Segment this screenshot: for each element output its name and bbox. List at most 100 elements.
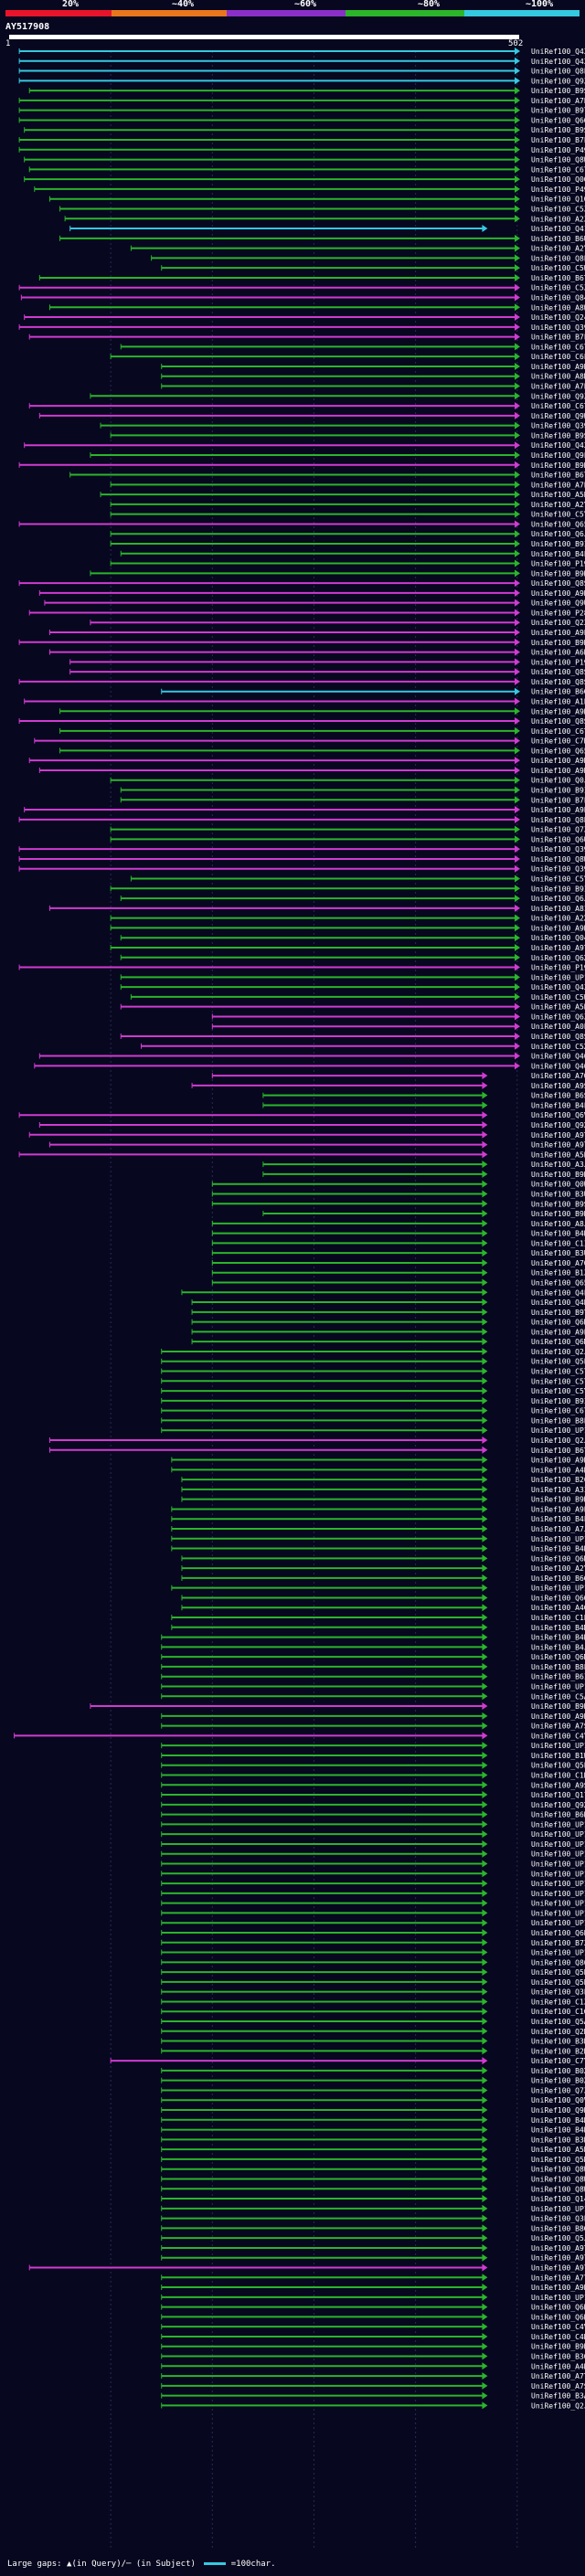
hit-row[interactable]: UniRef100_C4YTK0	[14, 1732, 585, 1740]
hit-row[interactable]: UniRef100_Q2JMR1	[161, 2401, 585, 2410]
hit-label[interactable]: UniRef100_Q2JMR1	[531, 2401, 585, 2410]
hit-label[interactable]: UniRef100_A7SQW0	[531, 1723, 585, 1731]
hit-label[interactable]: UniRef100_Q39675	[531, 323, 585, 332]
hit-label[interactable]: UniRef100_UP1000..	[531, 1840, 585, 1849]
hit-row[interactable]: UniRef100_Q5J321	[161, 2234, 585, 2242]
hit-label[interactable]: UniRef100_B3U434	[531, 1190, 585, 1198]
hit-label[interactable]: UniRef100_UP1000..	[531, 2205, 585, 2213]
hit-label[interactable]: UniRef100_B9SUK6	[531, 87, 585, 95]
hit-row[interactable]: UniRef100_B9I114	[110, 885, 585, 893]
hit-row[interactable]: UniRef100_Q6MQW4	[161, 1653, 585, 1661]
hit-row[interactable]: UniRef100_Q14498	[161, 2195, 585, 2203]
hit-label[interactable]: UniRef100_C5T5Y6	[531, 1377, 585, 1385]
hit-row[interactable]: UniRef100_Q2J4K2	[161, 1347, 585, 1356]
hit-label[interactable]: UniRef100_A9RL70	[531, 924, 585, 932]
hit-row[interactable]: UniRef100_B3RF54	[161, 2037, 585, 2046]
hit-label[interactable]: UniRef100_B9I318	[531, 540, 585, 548]
hit-label[interactable]: UniRef100_A5B9G1	[531, 491, 585, 499]
hit-row[interactable]: UniRef100_B9HWK5	[181, 1495, 585, 1504]
hit-label[interactable]: UniRef100_C7H134	[531, 737, 585, 746]
hit-row[interactable]: UniRef100_Q8SMN7	[69, 668, 585, 676]
hit-label[interactable]: UniRef100_B9IP14	[531, 787, 585, 795]
hit-label[interactable]: UniRef100_Q14498	[531, 2195, 585, 2203]
hit-label[interactable]: UniRef100_B3QY69	[531, 2353, 585, 2361]
hit-row[interactable]: UniRef100_B2CZV3	[181, 1476, 585, 1484]
hit-row[interactable]: UniRef100_B6S558	[262, 1091, 585, 1100]
hit-label[interactable]: UniRef100_B8LM58	[531, 1663, 585, 1671]
hit-row[interactable]: UniRef100_Q8S989	[120, 1033, 585, 1041]
hit-row[interactable]: UniRef100_UP1000..	[161, 1899, 585, 1908]
hit-label[interactable]: UniRef100_A7QW35	[531, 1259, 585, 1267]
hit-label[interactable]: UniRef100_B6GA69	[531, 1574, 585, 1583]
hit-row[interactable]: UniRef100_Q84517	[20, 293, 585, 302]
hit-row[interactable]: UniRef100_A9TLQ2	[48, 1140, 585, 1150]
hit-row[interactable]: UniRef100_Q5BJJ0	[161, 1968, 585, 1977]
hit-row[interactable]: UniRef100_Q6J216	[110, 530, 585, 538]
hit-label[interactable]: UniRef100_Q39061	[531, 865, 585, 874]
hit-label[interactable]: UniRef100_B9HWK5	[531, 1496, 585, 1504]
hit-label[interactable]: UniRef100_Q43349-2	[531, 48, 585, 56]
hit-label[interactable]: UniRef100_UP1000..	[531, 1890, 585, 1898]
hit-label[interactable]: UniRef100_B6TDF7	[531, 1447, 585, 1455]
hit-row[interactable]: UniRef100_C1E5K3	[171, 1614, 585, 1622]
hit-row[interactable]: UniRef100_Q8S397	[18, 677, 585, 686]
hit-label[interactable]: UniRef100_B4D7E3	[531, 1545, 585, 1553]
hit-label[interactable]: UniRef100_B3U2W1	[531, 1249, 585, 1257]
hit-label[interactable]: UniRef100_P49314	[531, 186, 585, 194]
hit-label[interactable]: UniRef100_A9TH19	[531, 2244, 585, 2253]
hit-label[interactable]: UniRef100_B6S558	[531, 1092, 585, 1100]
hit-row[interactable]: UniRef100_A6N0D0	[48, 648, 585, 657]
hit-row[interactable]: UniRef100_A9RG39	[161, 1712, 585, 1721]
hit-row[interactable]: UniRef100_C6TDT3	[161, 1406, 585, 1415]
hit-label[interactable]: UniRef100_Q4FMS6	[531, 1288, 585, 1297]
hit-label[interactable]: UniRef100_C5YV06	[531, 875, 585, 884]
hit-row[interactable]: UniRef100_Q3LQF8	[161, 1988, 585, 1997]
hit-label[interactable]: UniRef100_A9R9L3	[531, 589, 585, 598]
hit-label[interactable]: UniRef100_C5ABF0	[531, 1692, 585, 1701]
hit-label[interactable]: UniRef100_A5RD93	[531, 2146, 585, 2154]
hit-label[interactable]: UniRef100_B4KI93	[531, 1634, 585, 1642]
hit-label[interactable]: UniRef100_A7PT43	[531, 97, 585, 105]
hit-row[interactable]: UniRef100_C5T5Y6	[161, 1377, 585, 1385]
hit-label[interactable]: UniRef100_A9PXE1	[531, 1328, 585, 1336]
hit-row[interactable]: UniRef100_B1ZWV3	[211, 1268, 585, 1277]
hit-row[interactable]: UniRef100_B9HN18	[161, 2342, 585, 2351]
hit-label[interactable]: UniRef100_Q8LHN4	[531, 254, 585, 262]
hit-row[interactable]: UniRef100_UP1000..	[171, 1534, 585, 1543]
hit-row[interactable]: UniRef100_A7SQW0	[161, 1722, 585, 1731]
hit-label[interactable]: UniRef100_B2KID5	[531, 2047, 585, 2055]
hit-label[interactable]: UniRef100_A1E634	[531, 697, 585, 705]
hit-label[interactable]: UniRef100_A7PL22	[531, 383, 585, 391]
hit-label[interactable]: UniRef100_UP1000..	[531, 1860, 585, 1869]
hit-row[interactable]: UniRef100_B7FK16	[120, 796, 585, 804]
hit-row[interactable]: UniRef100_A9S7Q4	[161, 1781, 585, 1789]
hit-label[interactable]: UniRef100_B4DDN2	[531, 1230, 585, 1238]
hit-row[interactable]: UniRef100_C4H8U7	[161, 2332, 585, 2341]
hit-label[interactable]: UniRef100_B7FKG8	[531, 136, 585, 144]
hit-label[interactable]: UniRef100_UP1000..	[531, 1820, 585, 1829]
hit-row[interactable]: UniRef100_C5WYM6	[161, 264, 585, 272]
hit-row[interactable]: UniRef100_B6IG58	[161, 1672, 585, 1681]
hit-label[interactable]: UniRef100_Q2JP17	[531, 1436, 585, 1445]
hit-row[interactable]: UniRef100_A8WTU4	[48, 303, 585, 312]
hit-row[interactable]: UniRef100_A9RL70	[110, 924, 585, 932]
hit-row[interactable]: UniRef100_B9I318	[110, 540, 585, 548]
hit-label[interactable]: UniRef100_B9HN18	[531, 2343, 585, 2351]
hit-row[interactable]: UniRef100_A9NYV5	[171, 1456, 585, 1465]
hit-row[interactable]: UniRef100_B4JPE9	[161, 1643, 585, 1651]
hit-label[interactable]: UniRef100_B9RHA4	[531, 1702, 585, 1711]
hit-row[interactable]: UniRef100_Q6MN64	[191, 1338, 585, 1346]
hit-label[interactable]: UniRef100_UP1000..	[531, 1909, 585, 1917]
hit-label[interactable]: UniRef100_C1IGV3	[531, 1239, 585, 1247]
hit-label[interactable]: UniRef100_Q65MNA	[531, 747, 585, 755]
hit-label[interactable]: UniRef100_A4GW12	[531, 1604, 585, 1612]
hit-label[interactable]: UniRef100_A9PF19	[531, 806, 585, 814]
hit-row[interactable]: UniRef100_A9R170	[161, 362, 585, 371]
hit-row[interactable]: UniRef100_B1WWY0	[161, 1751, 585, 1760]
hit-row[interactable]: UniRef100_A7PT43	[18, 96, 585, 105]
hit-row[interactable]: UniRef100_UP1000..	[161, 1850, 585, 1859]
hit-label[interactable]: UniRef100_Q39062	[531, 845, 585, 853]
hit-label[interactable]: UniRef100_C4V8U0	[531, 2323, 585, 2331]
hit-row[interactable]: UniRef100_UP1000..	[161, 1820, 585, 1829]
hit-row[interactable]: UniRef100_UP1000..	[161, 2293, 585, 2302]
